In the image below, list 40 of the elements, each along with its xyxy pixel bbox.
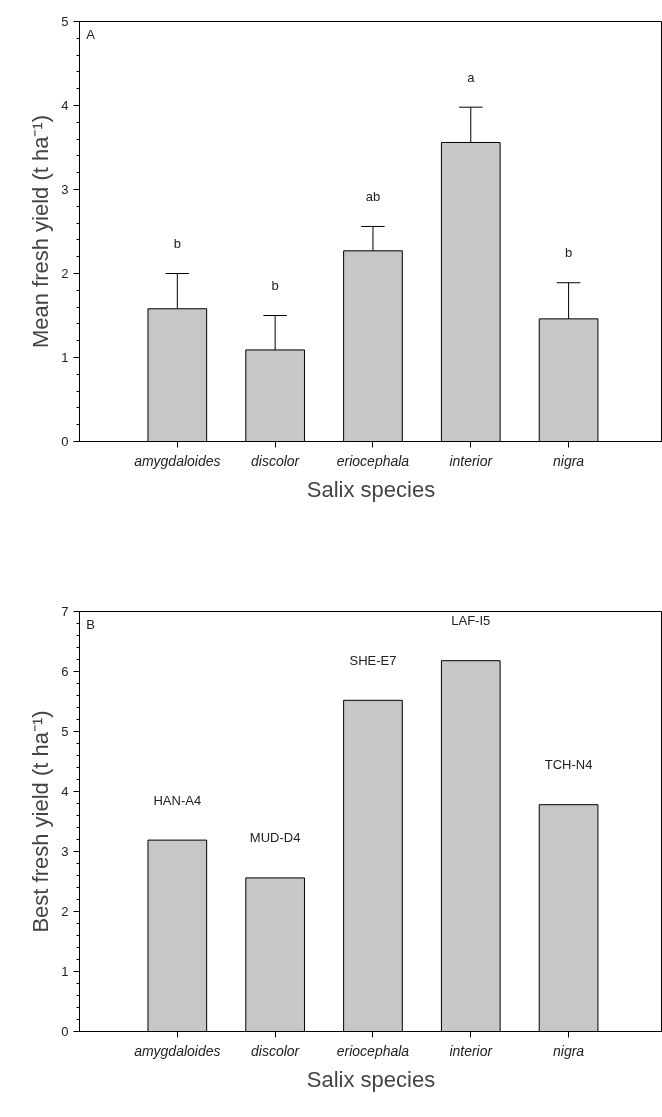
y-tick-label: 6 [61,664,69,679]
x-tick-label: amygdaloides [134,1042,221,1059]
y-tick-label: 5 [61,14,69,29]
annotation: b [173,236,181,251]
y-tick-label: 7 [61,604,69,619]
x-tick-label: nigra [553,1042,585,1059]
y-tick-label: 3 [61,844,69,859]
y-axis-title: Best fresh yield (t ha⁻¹) [28,710,54,933]
annotation: ab [365,188,381,204]
annotation: SHE-E7 [349,652,397,668]
annotation: LAF-I5 [451,613,491,629]
x-axis-title: Salix species [306,476,436,502]
y-tick-label: 2 [61,266,69,281]
y-tick-label: 4 [61,784,69,799]
annotation: b [271,278,279,293]
y-tick-label: 3 [61,182,69,197]
x-tick-label: eriocephala [336,1042,410,1059]
annotation: MUD-D4 [249,830,301,846]
y-tick-label: 1 [61,964,69,979]
y-tick-label: 0 [61,1024,69,1039]
y-tick-label: 4 [61,98,69,113]
y-tick-label: 2 [61,904,69,919]
x-tick-label: amygdaloides [134,452,221,469]
y-axis-title: Mean fresh yield (t ha⁻¹) [28,114,54,349]
x-tick-label: interior [449,452,494,469]
y-tick-label: 1 [61,350,69,365]
y-tick-label: 0 [61,434,69,449]
y-tick-label: 5 [61,724,69,739]
annotation: HAN-A4 [153,792,202,808]
annotation: TCH-N4 [544,757,593,773]
x-tick-label: nigra [553,452,585,469]
x-tick-label: discolor [251,1042,301,1059]
x-tick-label: eriocephala [336,452,410,469]
x-axis-title: Salix species [306,1066,436,1092]
annotation: b [564,245,573,261]
annotation: B [86,616,96,632]
annotation: a [467,69,476,85]
x-tick-label: discolor [251,452,301,469]
x-tick-label: interior [449,1042,494,1059]
annotation: A [86,26,96,42]
